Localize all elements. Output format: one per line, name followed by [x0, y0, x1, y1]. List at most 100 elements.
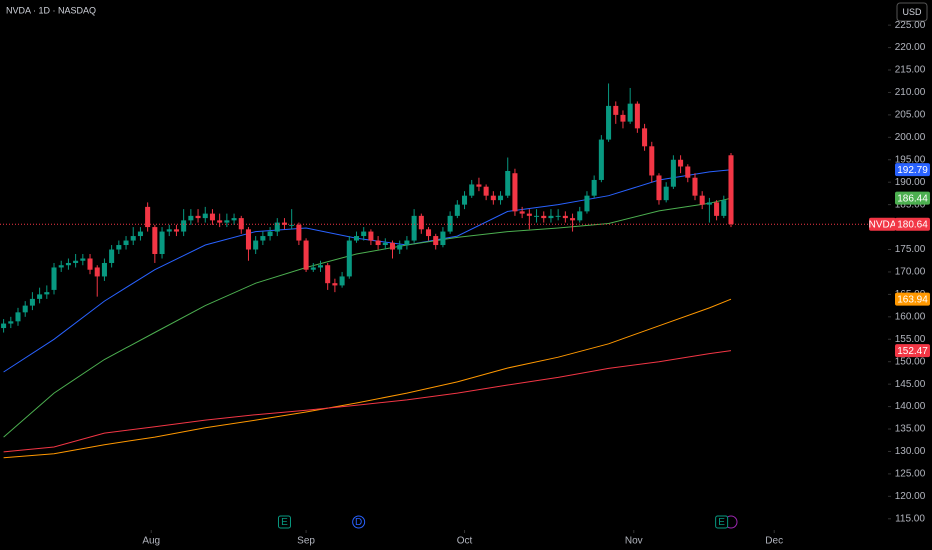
candle-body	[613, 105, 619, 115]
candle-body	[209, 213, 215, 221]
y-tick-label: 155.00	[895, 334, 926, 345]
candle-body	[483, 186, 489, 196]
candle-body	[541, 215, 547, 219]
symbol-tag-label: NVDA	[869, 219, 897, 230]
candle-body	[281, 222, 287, 225]
y-tick-label: 115.00	[895, 513, 925, 524]
y-tick-label: 145.00	[895, 379, 926, 390]
price-tag-label: 186.44	[897, 193, 928, 204]
candle-body	[22, 305, 28, 313]
candle-body	[159, 231, 165, 255]
y-tick-label: 175.00	[895, 244, 926, 255]
price-tag-label: 152.47	[897, 346, 928, 357]
currency-label[interactable]: USD	[902, 7, 922, 17]
candle-body	[152, 227, 158, 255]
candle-body	[274, 222, 280, 232]
symbol-tag	[869, 217, 896, 231]
candle-body	[123, 240, 129, 246]
candle-body	[73, 260, 79, 263]
candle-body	[526, 213, 532, 216]
candle-body	[217, 220, 223, 223]
candle-body	[591, 179, 597, 196]
x-tick-label: Nov	[625, 536, 643, 547]
candle-body	[728, 155, 734, 225]
y-tick-label: 130.00	[895, 446, 926, 457]
candle-body	[642, 128, 648, 147]
moving-average-line	[3, 169, 732, 373]
candle-body	[339, 276, 345, 286]
candle-body	[332, 283, 338, 286]
candle-body	[361, 231, 367, 237]
candle-body	[310, 267, 316, 270]
candle-body	[462, 195, 468, 205]
x-tick-label: Sep	[297, 536, 315, 547]
candle-body	[238, 218, 244, 230]
candle-body	[195, 215, 201, 219]
candle-body	[317, 265, 324, 268]
candle-body	[231, 218, 237, 221]
y-tick-label: 210.00	[895, 87, 926, 98]
event-icon[interactable]	[277, 515, 291, 529]
candle-body	[289, 224, 295, 226]
candle-body	[512, 173, 518, 212]
candle-body	[490, 195, 496, 201]
y-tick-label: 220.00	[895, 42, 926, 53]
candle-body	[433, 236, 439, 246]
candle-body	[606, 105, 612, 140]
y-tick-label: 195.00	[895, 154, 926, 165]
candle-body	[389, 242, 396, 250]
candle-body	[620, 114, 626, 122]
candle-body	[562, 215, 568, 219]
moving-average-line	[3, 350, 732, 453]
y-tick-label: 190.00	[895, 177, 926, 188]
candle-body	[425, 229, 432, 237]
candle-body	[555, 215, 561, 217]
candle-body	[649, 146, 655, 176]
candle-body	[101, 262, 107, 277]
price-tag	[895, 217, 930, 231]
price-tag-label: 192.79	[897, 165, 928, 176]
candle-body	[375, 240, 381, 246]
candle-body	[44, 292, 50, 295]
event-icon[interactable]	[715, 515, 729, 529]
event-label[interactable]: E	[281, 517, 288, 528]
price-tag	[895, 344, 930, 358]
candle-body	[411, 215, 417, 241]
candle-body	[584, 195, 590, 212]
event-label[interactable]: D	[355, 517, 362, 528]
candle-body	[29, 298, 35, 306]
candle-body	[440, 231, 446, 246]
candle-body	[253, 240, 259, 250]
candle-body	[37, 294, 43, 299]
event-label[interactable]: E	[718, 517, 725, 528]
candle-body	[678, 159, 684, 167]
candle-body	[87, 258, 93, 270]
candle-body	[685, 166, 691, 178]
moving-average-line	[3, 197, 732, 438]
candle-body	[166, 229, 172, 232]
price-tag	[895, 292, 930, 306]
candle-body	[505, 170, 511, 196]
candle-body	[476, 184, 482, 187]
candle-body	[397, 245, 403, 250]
candle-body	[663, 186, 669, 201]
x-tick-label: Oct	[457, 536, 473, 547]
candle-body	[570, 218, 576, 221]
currency-button[interactable]	[896, 2, 928, 22]
y-tick-label: 170.00	[895, 267, 926, 278]
candle-body	[404, 240, 410, 246]
candle-body	[325, 265, 331, 284]
candle-body	[260, 236, 266, 241]
price-tag-label: 180.64	[897, 219, 928, 230]
price-tag-label: 163.94	[897, 294, 928, 305]
candle-body	[346, 240, 352, 277]
candle-body	[58, 265, 64, 268]
candle-body	[519, 211, 525, 214]
candle-body	[173, 229, 179, 232]
candle-body	[267, 231, 273, 237]
y-tick-label: 215.00	[895, 65, 926, 76]
candle-body	[418, 215, 424, 230]
event-icon[interactable]	[352, 515, 366, 529]
y-tick-label: 160.00	[895, 311, 926, 322]
